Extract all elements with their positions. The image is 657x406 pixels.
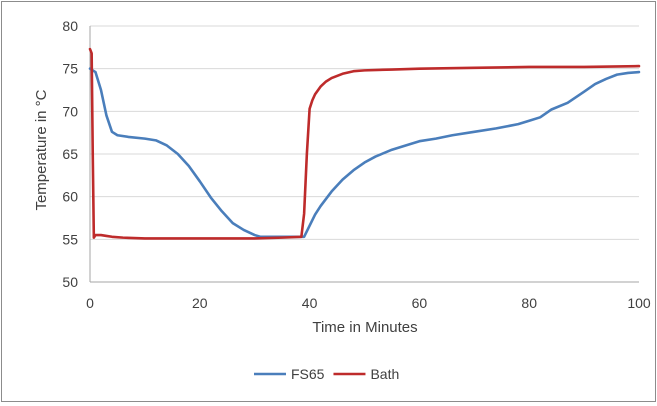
x-tick-label-0: 0 bbox=[86, 295, 94, 311]
legend: FS65 Bath bbox=[254, 366, 399, 382]
y-tick-labels: 50 55 60 65 70 75 80 bbox=[62, 18, 78, 290]
series-line-fs65 bbox=[88, 67, 641, 239]
gridlines bbox=[90, 25, 639, 240]
y-tick-label-60: 60 bbox=[62, 189, 78, 205]
legend-label-fs65: FS65 bbox=[291, 366, 325, 382]
x-tick-label-20: 20 bbox=[192, 295, 208, 311]
x-tick-label-80: 80 bbox=[521, 295, 537, 311]
y-tick-label-50: 50 bbox=[62, 274, 78, 290]
y-axis-label: Temperature in °C bbox=[33, 89, 50, 210]
line-chart: 50 55 60 65 70 75 80 0 20 40 60 80 100 Temperature … bbox=[33, 18, 651, 382]
x-tick-label-100: 100 bbox=[627, 295, 651, 311]
legend-label-bath: Bath bbox=[370, 366, 399, 382]
y-tick-label-55: 55 bbox=[62, 231, 78, 247]
series-lines bbox=[88, 47, 641, 240]
x-tick-label-60: 60 bbox=[412, 295, 428, 311]
y-tick-label-80: 80 bbox=[62, 18, 78, 34]
y-tick-label-70: 70 bbox=[62, 103, 78, 119]
series-line-bath bbox=[88, 47, 641, 240]
x-tick-labels: 0 20 40 60 80 100 bbox=[86, 295, 651, 311]
x-tick-label-40: 40 bbox=[302, 295, 318, 311]
y-tick-label-75: 75 bbox=[62, 61, 78, 77]
y-tick-label-65: 65 bbox=[62, 146, 78, 162]
x-axis-label: Time in Minutes bbox=[312, 319, 417, 336]
